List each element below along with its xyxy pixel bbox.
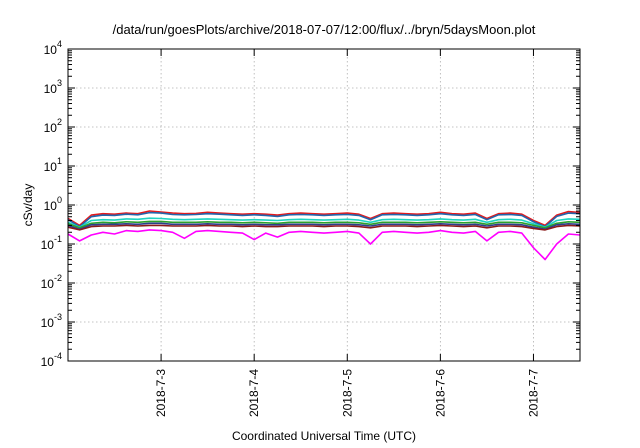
x-tick-label: 2018-7-5 <box>340 369 354 417</box>
ticks <box>68 48 580 362</box>
x-tick-label: 2018-7-6 <box>433 369 447 417</box>
y-tick-label: 10-2 <box>41 273 62 291</box>
series-line <box>67 222 581 230</box>
y-tick-label: 10-4 <box>41 351 62 369</box>
x-axis-label: Coordinated Universal Time (UTC) <box>232 429 416 443</box>
y-axis-label: cSv/day <box>21 184 35 227</box>
series-line <box>67 220 581 229</box>
grid <box>68 49 580 361</box>
y-tick-label: 10-1 <box>41 234 62 252</box>
series-line <box>67 217 581 228</box>
y-tick-label: 102 <box>44 117 62 135</box>
y-tick-label: 10-3 <box>41 312 62 330</box>
x-tick-labels: 2018-7-3 2018-7-4 2018-7-5 2018-7-6 2018-7-7 <box>154 369 540 417</box>
series-line <box>67 229 581 261</box>
y-tick-label: 101 <box>44 156 62 174</box>
chart-title: /data/run/goesPlots/archive/2018-07-07/1… <box>113 22 536 37</box>
series-line <box>67 210 581 227</box>
y-tick-label: 103 <box>44 78 62 96</box>
series-line <box>67 224 581 231</box>
x-tick-label: 2018-7-3 <box>154 369 168 417</box>
series-group <box>67 210 581 261</box>
x-tick-label: 2018-7-7 <box>526 369 540 417</box>
y-tick-label: 100 <box>44 195 62 213</box>
series-line <box>67 211 581 228</box>
y-tick-labels: 10-4 10-3 10-2 10-1 100 101 102 103 104 <box>41 39 62 369</box>
y-tick-label: 104 <box>44 39 62 57</box>
x-tick-label: 2018-7-4 <box>247 369 261 417</box>
